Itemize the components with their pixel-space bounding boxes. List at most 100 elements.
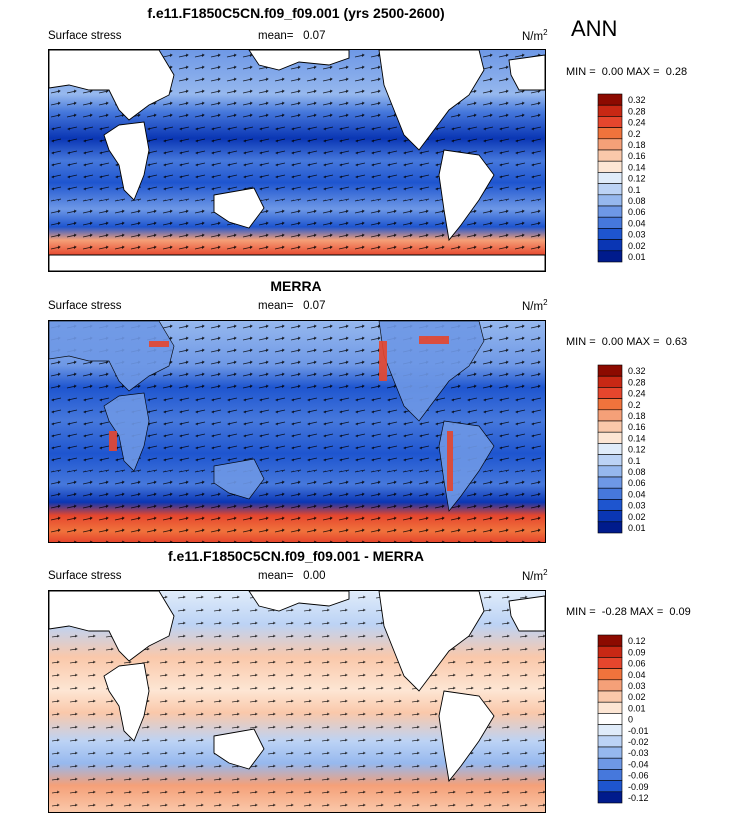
colorbar-tick-label: 0.04 [628, 218, 646, 228]
colorbar-tick-label: 0.28 [628, 106, 646, 116]
panel-3-max-value: 0.09 [669, 606, 691, 618]
panel-2-units-sup: 2 [543, 298, 548, 307]
colorbar-tick-label: -0.03 [628, 748, 649, 758]
colorbar-tick-label: -0.04 [628, 759, 649, 769]
colorbar-tick-label: 0 [628, 715, 633, 725]
panel-1-max-value: 0.28 [665, 66, 688, 78]
panel-2-max-value: 0.63 [665, 336, 688, 348]
colorbar-swatch [597, 364, 623, 377]
panel-3-colorbar: 0.12 0.09 0.06 0.04 0.03 0.02 0.01 0 -0.01 -0.02-… [597, 634, 658, 807]
panel-2-max-label: MAX = [626, 336, 660, 348]
colorbar-tick-label: 0.32 [628, 366, 646, 376]
panel-3-units-sup: 2 [543, 568, 548, 577]
colorbar-tick-label: 0.06 [628, 478, 646, 488]
panel-3-min-label: MIN = [566, 606, 596, 618]
panel-2-map [48, 320, 546, 543]
colorbar-tick-label: 0.02 [628, 692, 646, 702]
colorbar-tick-label: 0.14 [628, 162, 646, 172]
colorbar-swatch [597, 668, 623, 681]
colorbar-tick-label: 0.28 [628, 377, 646, 387]
colorbar-swatch [597, 724, 623, 737]
panel-2-units-text: N/m [522, 300, 544, 313]
colorbar-tick-label: 0.06 [628, 659, 646, 669]
colorbar-swatch [597, 420, 623, 433]
panel-3-continents [49, 591, 545, 783]
colorbar-swatch [597, 216, 623, 229]
colorbar-swatch [597, 701, 623, 714]
panel-2-mean: mean= 0.07 [258, 300, 325, 312]
panel-1-units-text: N/m [522, 30, 544, 43]
colorbar-swatch [597, 138, 623, 151]
colorbar-swatch [597, 780, 623, 793]
colorbar-tick-label: 0.12 [628, 636, 646, 646]
panel-3-units-text: N/m [522, 570, 544, 583]
colorbar-tick-label: 0.06 [628, 207, 646, 217]
colorbar-tick-label: 0.01 [628, 523, 646, 533]
colorbar-tick-label: 0.32 [628, 95, 646, 105]
panel-2-mean-label: mean= [258, 300, 294, 312]
colorbar-tick-label: 0.04 [628, 489, 646, 499]
colorbar-tick-label: 0.01 [628, 252, 646, 262]
colorbar-swatch [597, 769, 623, 781]
colorbar-tick-label: -0.01 [628, 726, 649, 736]
colorbar-tick-label: 0.1 [628, 456, 641, 466]
panel-1-map-svg [49, 50, 545, 271]
colorbar-tick-label: -0.12 [628, 793, 649, 803]
panel-2-colorbar: 0.32 0.28 0.24 0.2 0.18 0.16 0.14 0.12 0.1 0.08 0.… [597, 364, 658, 537]
colorbar-swatch [597, 104, 623, 117]
colorbar-tick-label: 0.03 [628, 681, 646, 691]
panel-3-colorbar-svg: 0.120.090.060.040.030.020.010-0.01-0.02-… [597, 634, 649, 804]
panel-1-map [48, 49, 546, 272]
panel-1-units: N/m2 [522, 28, 548, 43]
colorbar-swatch [597, 510, 623, 523]
colorbar-tick-label: 0.09 [628, 647, 646, 657]
panel-3-mean-label: mean= [258, 570, 294, 582]
colorbar-swatch [597, 713, 623, 725]
colorbar-swatch [597, 93, 623, 106]
panel-3-map-svg [49, 591, 545, 812]
colorbar-tick-label: 0.2 [628, 400, 641, 410]
colorbar-swatch [597, 443, 623, 455]
colorbar-tick-label: -0.06 [628, 771, 649, 781]
colorbar-swatch [597, 791, 623, 804]
panel-2-min-label: MIN = [566, 336, 596, 348]
colorbar-swatch [597, 476, 623, 489]
colorbar-tick-label: 0.04 [628, 670, 646, 680]
panel-3-mean-value: 0.00 [303, 570, 326, 582]
panel-1-title: f.e11.F1850C5CN.f09_f09.001 (yrs 2500-26… [147, 5, 445, 21]
colorbar-swatch [597, 149, 623, 162]
panel-2-map-svg [49, 321, 545, 542]
colorbar-swatch [597, 757, 623, 770]
panel-3-title: f.e11.F1850C5CN.f09_f09.001 - MERRA [167, 548, 424, 564]
colorbar-tick-label: 0.16 [628, 422, 646, 432]
panel-1-continents [49, 50, 545, 271]
colorbar-tick-label: -0.02 [628, 737, 649, 747]
colorbar-swatch [597, 657, 623, 669]
colorbar-swatch [597, 127, 623, 140]
panel-3-min-value: -0.28 [601, 606, 627, 618]
panel-1-mean-value: 0.07 [303, 30, 326, 42]
panel-3-units: N/m2 [522, 568, 548, 583]
colorbar-swatch [597, 375, 623, 388]
panel-3-minmax: MIN = -0.28 MAX = 0.09 [566, 606, 691, 618]
colorbar-swatch [597, 194, 623, 207]
colorbar-swatch [597, 521, 623, 534]
panel-1-min-value: 0.00 [601, 66, 624, 78]
panel-1-colorbar: 0.32 0.28 0.24 0.2 0.18 0.16 0.14 0.12 0.1 0.08 0.… [597, 93, 658, 266]
colorbar-swatch [597, 387, 623, 399]
panel-3-max-label: MAX = [629, 606, 664, 618]
colorbar-swatch [597, 239, 623, 252]
colorbar-swatch [597, 409, 623, 422]
colorbar-tick-label: 0.18 [628, 411, 646, 421]
colorbar-swatch [597, 645, 623, 658]
panel-2-min-value: 0.00 [601, 336, 624, 348]
panel-1-min-label: MIN = [566, 66, 596, 78]
season-label: ANN [571, 16, 618, 41]
colorbar-swatch [597, 499, 623, 511]
colorbar-swatch [597, 398, 623, 411]
colorbar-tick-label: 0.03 [628, 501, 646, 511]
panel-2-mean-value: 0.07 [303, 300, 326, 312]
colorbar-swatch [597, 735, 623, 748]
panel-1-units-sup: 2 [543, 28, 548, 37]
colorbar-swatch [597, 746, 623, 759]
